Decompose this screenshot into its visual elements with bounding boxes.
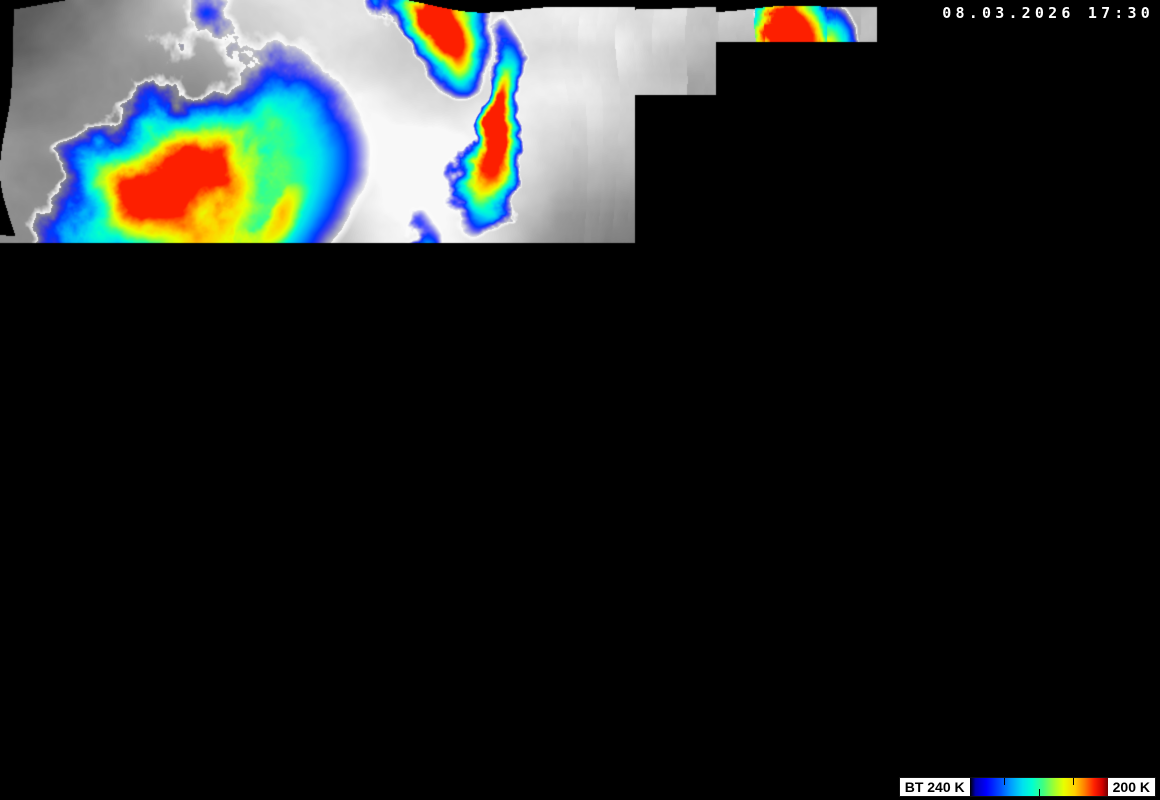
legend-color-ramp — [969, 778, 1108, 796]
legend-max-label: 200 K — [1107, 778, 1155, 796]
legend-tick — [1038, 789, 1040, 796]
legend-min-label: BT 240 K — [899, 778, 970, 796]
legend-tick — [1004, 778, 1006, 785]
timestamp-overlay: 08.03.2026 17:30 — [936, 2, 1160, 23]
color-bar-legend: BT 240 K 200 K — [898, 777, 1156, 797]
legend-tick — [1073, 778, 1075, 785]
